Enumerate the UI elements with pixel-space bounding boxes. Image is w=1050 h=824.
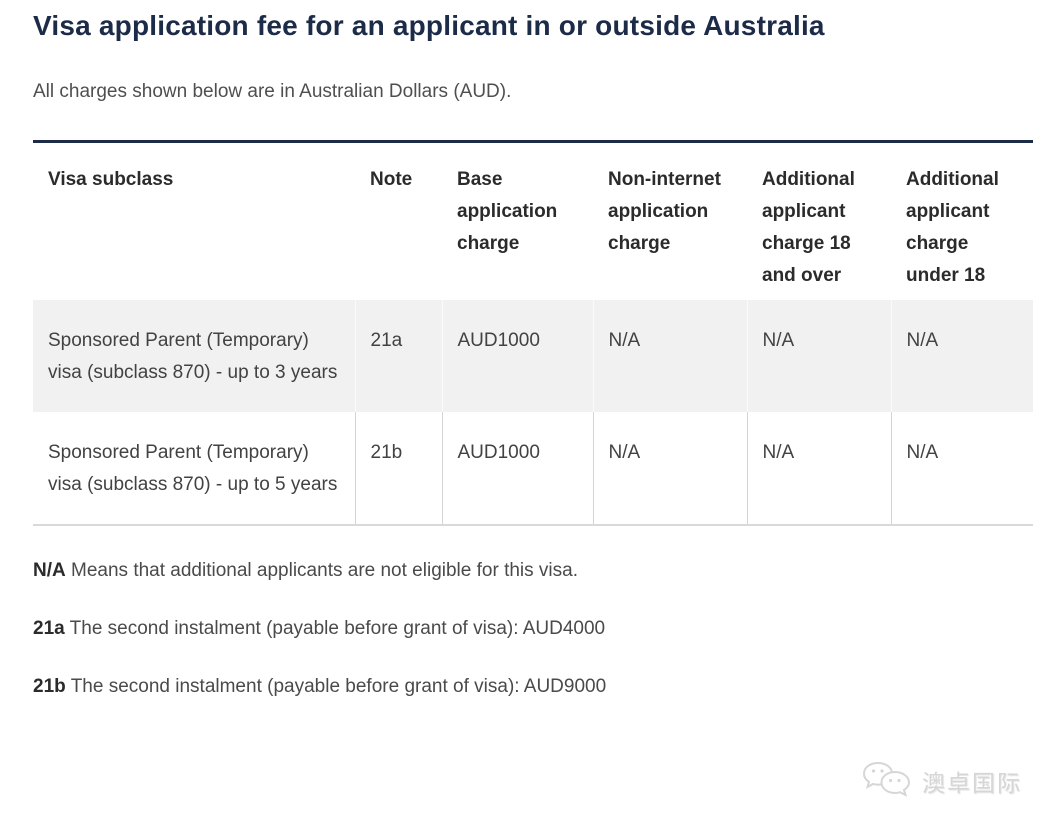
footnote-text: Means that additional applicants are not… [71, 560, 578, 581]
column-header-additional-applicant-charge-under-18: Additional applicant charge under 18 [906, 169, 999, 286]
footnote-text: The second instalment (payable before gr… [70, 676, 607, 697]
footnote-text: The second instalment (payable before gr… [69, 618, 606, 639]
cell-additional-applicant-charge-under-18: N/A [890, 412, 1033, 525]
table-body: Sponsored Parent (Temporary) visa (subcl… [33, 300, 1033, 525]
footnote-na: N/A Means that additional applicants are… [33, 559, 1033, 582]
cell-note: 21b [354, 412, 442, 525]
cell-visa-subclass: Sponsored Parent (Temporary) visa (subcl… [48, 330, 338, 383]
cell-base-application-charge: AUD1000 [441, 300, 593, 412]
column-header-non-internet-application-charge: Non-internet application charge [608, 169, 721, 254]
footnote-term: 21b [33, 676, 66, 697]
table-row: Sponsored Parent (Temporary) visa (subcl… [33, 300, 1033, 412]
cell-visa-subclass: Sponsored Parent (Temporary) visa (subcl… [48, 442, 338, 495]
column-header-visa-subclass: Visa subclass [48, 169, 174, 190]
watermark: 澳卓国际 [862, 760, 1022, 802]
table-row: Sponsored Parent (Temporary) visa (subcl… [33, 412, 1033, 525]
watermark-label: 澳卓国际 [922, 770, 1022, 796]
page-content: Visa application fee for an applicant in… [33, 0, 1033, 698]
cell-base-application-charge: AUD1000 [441, 412, 593, 525]
page-title: Visa application fee for an applicant in… [33, 10, 825, 41]
column-header-note: Note [370, 169, 413, 190]
table-header: Visa subclass Note Base application char… [33, 142, 1033, 301]
chat-bubbles-icon [862, 760, 914, 802]
footnote-21b: 21b The second instalment (payable befor… [33, 675, 1033, 698]
visa-fees-table: Visa subclass Note Base application char… [33, 140, 1033, 526]
footnote-21a: 21a The second instalment (payable befor… [33, 617, 1033, 640]
cell-additional-applicant-charge-18-and-over: N/A [746, 300, 891, 412]
column-header-additional-applicant-charge-18-and-over: Additional applicant charge 18 and over [762, 169, 855, 286]
cell-additional-applicant-charge-18-and-over: N/A [746, 412, 891, 525]
page-subtitle: All charges shown below are in Australia… [33, 81, 512, 102]
cell-non-internet-application-charge: N/A [592, 300, 747, 412]
column-header-base-application-charge: Base application charge [457, 169, 558, 254]
cell-note: 21a [354, 300, 442, 412]
cell-non-internet-application-charge: N/A [592, 412, 747, 525]
footnote-term: 21a [33, 618, 65, 639]
header-row: Visa subclass Note Base application char… [33, 142, 1033, 301]
footnote-term: N/A [33, 560, 66, 581]
cell-additional-applicant-charge-under-18: N/A [890, 300, 1033, 412]
